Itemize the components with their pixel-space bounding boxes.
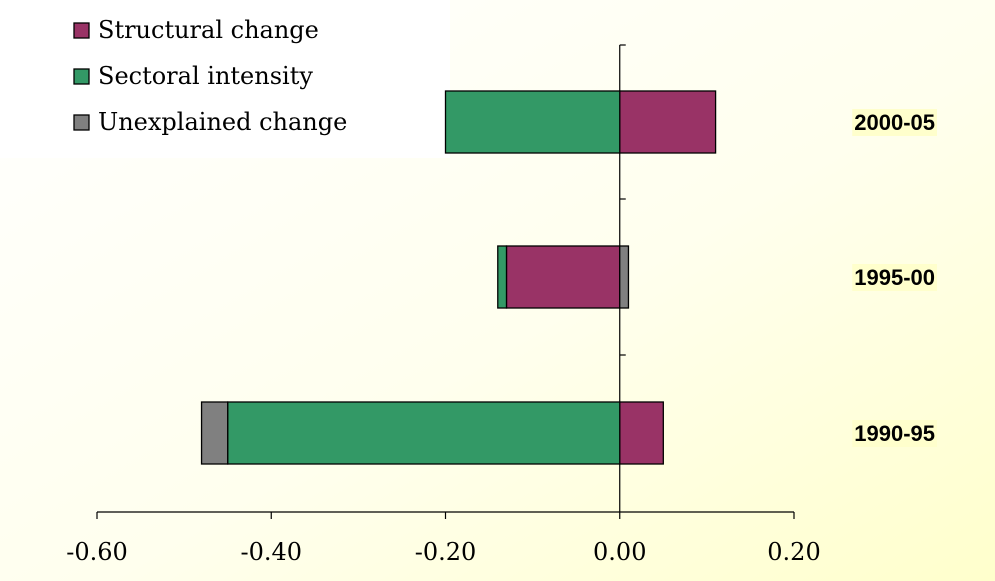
bar-structural-change-1990-95 — [619, 401, 664, 465]
category-label-highlight — [852, 264, 937, 291]
bar-unexplained-change-1990-95 — [200, 401, 229, 465]
x-tick-label: -0.20 — [415, 538, 477, 566]
legend-label-sectoral-intensity: Sectoral intensity — [98, 62, 313, 90]
category-label-2000-05: 2000-05 — [854, 110, 935, 135]
bar-unexplained-change-1995-00 — [619, 245, 630, 309]
x-tick-label: -0.60 — [66, 538, 128, 566]
axes: -0.60 -0.40 -0.20 0.00 0.20 — [66, 44, 821, 566]
legend-swatch-structural-change — [73, 22, 90, 39]
bars — [200, 90, 717, 465]
category-labels: 2000-05 1995-00 1990-95 — [852, 109, 937, 447]
x-tick-label: 0.20 — [767, 538, 820, 566]
bar-sectoral-intensity-1990-95 — [227, 401, 621, 465]
bar-sectoral-intensity-1995-00 — [497, 245, 508, 309]
category-label-highlight — [852, 420, 937, 447]
legend-swatch-unexplained-change — [73, 114, 90, 131]
legend: Structural change Sectoral intensity Unexp… — [73, 16, 347, 136]
legend-label-unexplained-change: Unexplained change — [98, 108, 347, 136]
category-label-highlight — [852, 109, 937, 136]
legend-label-structural-change: Structural change — [98, 16, 319, 44]
bar-sectoral-intensity-2000-05 — [444, 90, 621, 154]
category-label-1995-00: 1995-00 — [854, 265, 935, 290]
x-tick-label: -0.40 — [240, 538, 302, 566]
bar-structural-change-1995-00 — [505, 245, 621, 309]
bar-structural-change-2000-05 — [619, 90, 717, 154]
category-label-1990-95: 1990-95 — [854, 421, 935, 446]
legend-swatch-sectoral-intensity — [73, 68, 90, 85]
x-tick-label: 0.00 — [593, 538, 646, 566]
